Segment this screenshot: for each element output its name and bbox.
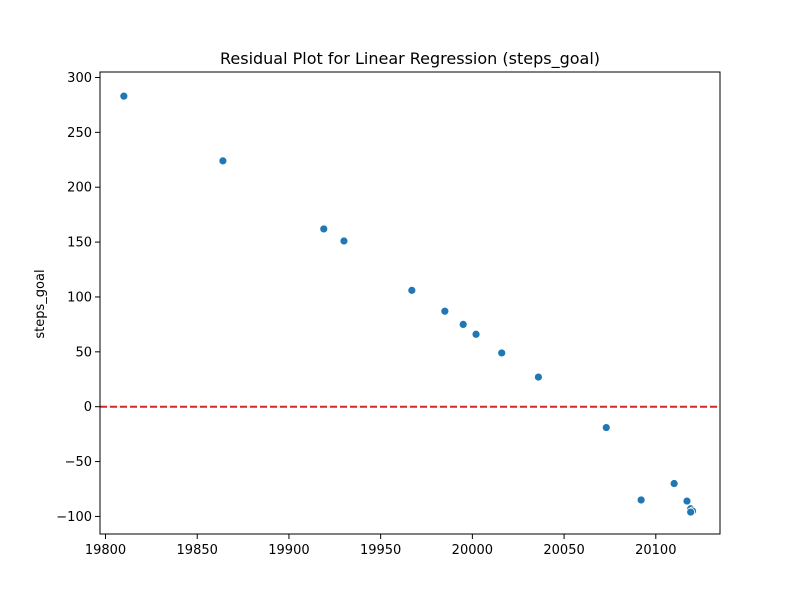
y-tick-label: 250	[67, 126, 92, 141]
y-tick-label: 150	[67, 236, 92, 251]
data-point	[319, 224, 329, 234]
x-tick-label: 19800	[85, 543, 126, 558]
x-tick-label: 20000	[452, 543, 493, 558]
y-tick-label: 100	[67, 290, 92, 305]
data-point	[119, 91, 129, 101]
x-tick-label: 20100	[635, 543, 676, 558]
data-point	[534, 372, 543, 382]
data-point	[458, 319, 468, 329]
y-tick-label: 50	[75, 345, 92, 360]
data-point	[669, 479, 679, 488]
data-point	[471, 329, 481, 339]
plot-area	[100, 91, 720, 517]
y-tick-label: 300	[67, 71, 92, 86]
data-point	[601, 423, 611, 432]
data-point	[636, 495, 646, 505]
y-tick-label: −100	[56, 510, 92, 525]
x-tick-label: 19950	[360, 543, 401, 558]
y-axis-ticks: −100 −50 0 50 100 150 200 250 300	[56, 71, 100, 525]
data-point	[686, 507, 696, 517]
data-point	[497, 348, 507, 358]
data-point	[407, 285, 417, 295]
y-tick-label: 0	[84, 400, 92, 415]
chart-title: Residual Plot for Linear Regression (ste…	[220, 49, 600, 69]
plot-frame	[99, 71, 721, 535]
residual-points	[119, 91, 697, 517]
x-axis-ticks: 19800 19850 19900 19950 20000 20050 20100	[85, 534, 676, 558]
y-axis-label: steps_goal	[33, 269, 48, 338]
data-point	[682, 496, 692, 506]
data-point	[218, 156, 228, 166]
x-tick-label: 19850	[177, 543, 218, 558]
data-point	[339, 236, 349, 246]
y-tick-label: 200	[67, 181, 92, 196]
data-point	[440, 306, 450, 316]
y-tick-label: −50	[65, 455, 92, 470]
x-tick-label: 20050	[543, 543, 584, 558]
x-tick-label: 19900	[268, 543, 309, 558]
